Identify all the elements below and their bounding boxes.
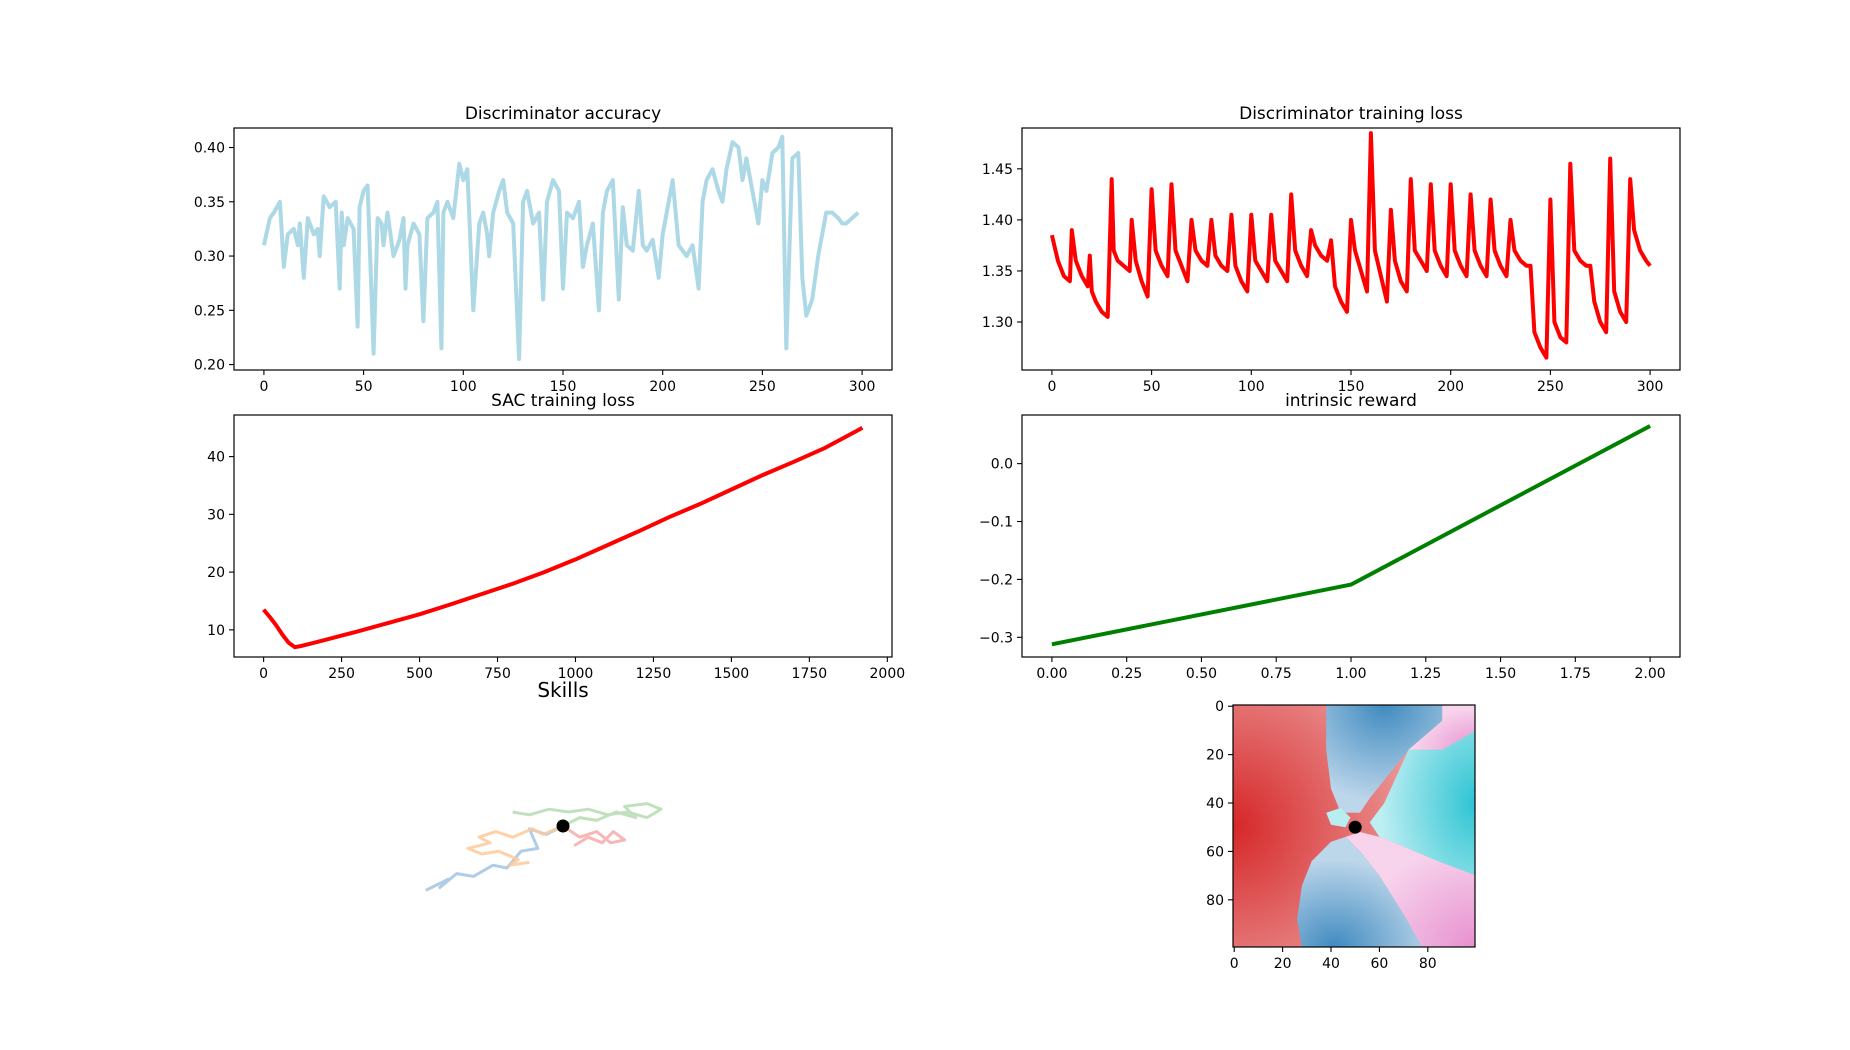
disc_loss-xtick-label: 250 <box>1537 379 1564 395</box>
intrinsic_reward-frame <box>1021 414 1681 658</box>
sac_loss-title: SAC training loss <box>491 391 635 411</box>
sac_loss-xtick-label: 500 <box>406 666 433 682</box>
skill-map-xtick-label: 80 <box>1419 956 1437 972</box>
disc_loss-ytick-label: 1.40 <box>982 213 1013 229</box>
intrinsic_reward-xtick-label: 0.00 <box>1036 666 1067 682</box>
intrinsic_reward-ytick-label: −0.1 <box>979 515 1013 531</box>
sac_loss-ytick-label: 10 <box>207 623 225 639</box>
sac_loss-xtick-label: 1750 <box>792 666 828 682</box>
disc_acc-xtick-label: 100 <box>450 379 477 395</box>
disc_acc-xtick-label: 150 <box>550 379 577 395</box>
skill_map-chart: 0 20 40 60 80 0 20 40 60 80 <box>1206 699 1476 972</box>
intrinsic_reward-xtick-label: 1.00 <box>1335 666 1366 682</box>
disc_acc-ytick-label: 0.40 <box>194 141 225 157</box>
disc_loss-ytick-label: 1.35 <box>982 264 1013 280</box>
skill-trajectory <box>512 802 663 828</box>
disc_acc-xtick-label: 300 <box>849 379 876 395</box>
intrinsic_reward-ytick-label: −0.3 <box>979 630 1013 646</box>
disc_acc-xtick-label: 50 <box>355 379 373 395</box>
skill-map-xtick-label: 60 <box>1370 956 1388 972</box>
region-cyan <box>1369 731 1475 876</box>
disc_loss-ytick-label: 1.30 <box>982 315 1013 331</box>
region-blue-top <box>1326 705 1443 813</box>
sac_loss-frame <box>233 414 893 658</box>
sac_loss-xtick-label: 750 <box>484 666 511 682</box>
skills-chart: Skills <box>425 678 663 892</box>
region-blue-bottom <box>1297 836 1423 947</box>
disc_loss-ytick-label: 1.45 <box>982 162 1013 178</box>
disc_loss-title: Discriminator training loss <box>1239 104 1463 124</box>
sac_loss-ytick-label: 40 <box>207 450 225 466</box>
sac_loss-xtick-label: 1500 <box>714 666 750 682</box>
disc_loss-xtick-label: 100 <box>1238 379 1265 395</box>
sac_loss-ytick-label: 20 <box>207 565 225 581</box>
skill-map-ytick-label: 80 <box>1206 893 1224 909</box>
disc_loss-frame <box>1021 127 1681 371</box>
skills-title: Skills <box>537 678 588 702</box>
disc_loss-series-line <box>1049 131 1652 360</box>
intrinsic_reward-xtick-label: 1.25 <box>1410 666 1441 682</box>
disc_loss-chart: Discriminator training loss 0 50 100 150 200 2… <box>982 104 1681 395</box>
disc_loss-xtick-label: 300 <box>1637 379 1664 395</box>
sac_loss-xtick-label: 0 <box>259 666 268 682</box>
intrinsic_reward-ytick-label: 0.0 <box>991 457 1013 473</box>
intrinsic_reward-chart: intrinsic reward 0.00 0.25 0.50 0.75 1.00 1.25… <box>979 391 1681 682</box>
intrinsic_reward-xtick-label: 0.50 <box>1186 666 1217 682</box>
sac_loss-xtick-label: 2000 <box>870 666 906 682</box>
disc_acc-ytick-label: 0.30 <box>194 249 225 265</box>
disc_acc-ytick-label: 0.20 <box>194 358 225 374</box>
intrinsic_reward-title: intrinsic reward <box>1285 391 1417 411</box>
skill-map-ytick-label: 20 <box>1206 748 1224 764</box>
region-cyan-center <box>1326 807 1351 828</box>
sac_loss-xtick-label: 1250 <box>636 666 672 682</box>
disc_loss-xtick-label: 200 <box>1437 379 1464 395</box>
intrinsic_reward-xtick-label: 2.00 <box>1635 666 1666 682</box>
sac_loss-xtick-label: 250 <box>328 666 355 682</box>
skill-map-marker <box>1348 820 1362 834</box>
intrinsic_reward-series-line <box>1051 424 1652 647</box>
disc_acc-ytick-label: 0.25 <box>194 303 225 319</box>
skill-trajectory <box>562 824 627 847</box>
skill-map-frame <box>1232 704 1476 948</box>
intrinsic_reward-xtick-label: 0.25 <box>1111 666 1142 682</box>
intrinsic_reward-xtick-label: 1.75 <box>1560 666 1591 682</box>
skill-map-xtick-label: 40 <box>1322 956 1340 972</box>
sac_loss-series-line <box>262 425 864 650</box>
intrinsic_reward-xtick-label: 0.75 <box>1261 666 1292 682</box>
skill-trajectory <box>466 824 564 867</box>
disc_acc-frame <box>233 127 893 371</box>
disc_loss-xtick-label: 50 <box>1143 379 1161 395</box>
intrinsic_reward-ytick-label: −0.2 <box>979 572 1013 588</box>
skill-map-ytick-label: 0 <box>1215 699 1224 715</box>
sac_loss-xtick-label: 1000 <box>558 666 594 682</box>
skill-map-ytick-label: 60 <box>1206 844 1224 860</box>
sac_loss-ytick-label: 30 <box>207 507 225 523</box>
disc_acc-xtick-label: 200 <box>649 379 676 395</box>
disc_loss-xtick-label: 150 <box>1338 379 1365 395</box>
region-pink-top <box>1408 705 1475 750</box>
skills-start-marker <box>556 819 570 833</box>
skill-map-xtick-label: 20 <box>1274 956 1292 972</box>
disc_acc-title: Discriminator accuracy <box>465 104 661 124</box>
sac_loss-chart: SAC training loss 0 250 500 750 1000 1250 1500 1… <box>207 391 905 682</box>
disc_acc-series-line <box>261 134 860 362</box>
skill-map-xtick-label: 0 <box>1230 956 1239 972</box>
disc_acc-xtick-label: 250 <box>749 379 776 395</box>
intrinsic_reward-xtick-label: 1.50 <box>1485 666 1516 682</box>
disc_acc-chart: Discriminator accuracy 0 50 100 150 200 250 300… <box>194 104 893 395</box>
disc_loss-xtick-label: 0 <box>1047 379 1056 395</box>
disc_acc-ytick-label: 0.35 <box>194 195 225 211</box>
region-pink <box>1345 832 1475 947</box>
disc_acc-xtick-label: 0 <box>259 379 268 395</box>
skill-map-ytick-label: 40 <box>1206 796 1224 812</box>
